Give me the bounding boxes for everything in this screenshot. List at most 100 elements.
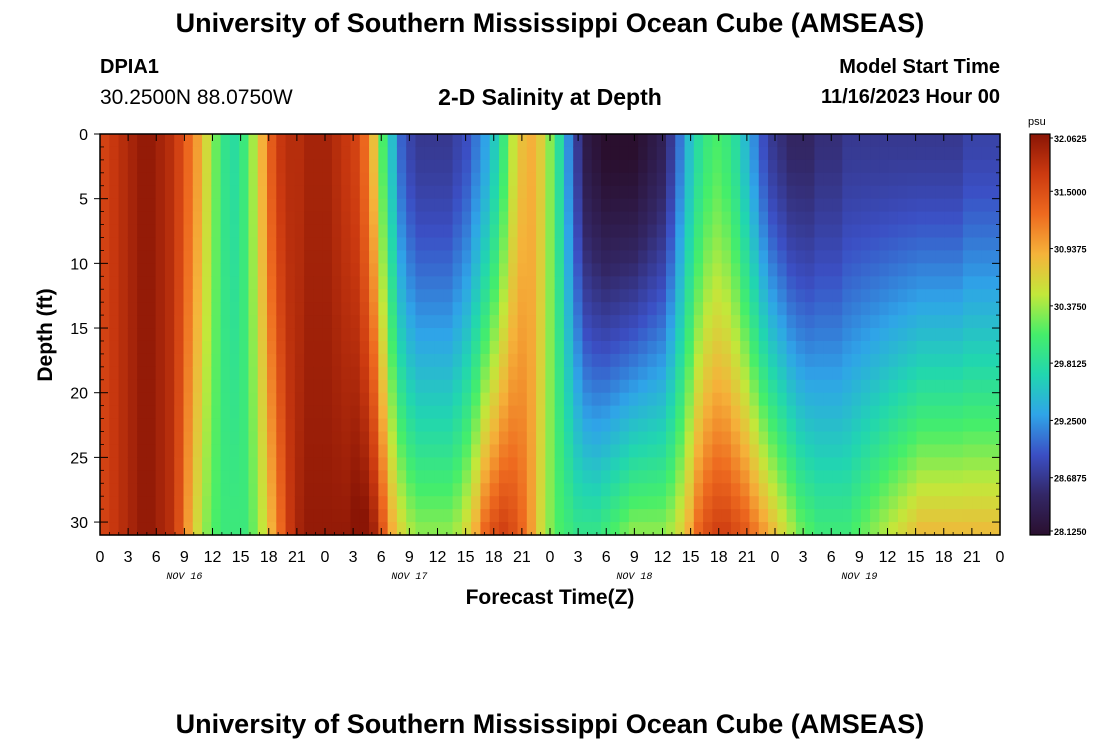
- heat-cell: [656, 328, 667, 342]
- heat-cell: [749, 470, 760, 484]
- heat-cell: [415, 405, 426, 420]
- heat-cell: [350, 444, 361, 458]
- heat-cell: [953, 340, 964, 355]
- heat-cell: [489, 444, 500, 458]
- heat-cell: [712, 146, 723, 161]
- heat-cell: [109, 328, 120, 342]
- heat-cell: [276, 289, 287, 303]
- heat-cell: [331, 315, 342, 329]
- heat-cell: [870, 134, 880, 148]
- heat-cell: [471, 146, 482, 161]
- heat-cell: [257, 263, 268, 277]
- heat-cell: [248, 379, 259, 394]
- heat-cell: [823, 483, 834, 497]
- heat-cell: [665, 263, 676, 277]
- heat-cell: [498, 496, 509, 510]
- heat-cell: [768, 302, 778, 316]
- heat-cell: [740, 522, 751, 536]
- heat-cell: [777, 392, 788, 407]
- heat-cell: [406, 172, 417, 187]
- heat-cell: [610, 418, 621, 433]
- heat-cell: [962, 405, 973, 420]
- heat-cell: [322, 418, 333, 433]
- heat-cell: [192, 224, 203, 239]
- heat-cell: [962, 315, 973, 329]
- heat-cell: [164, 328, 175, 342]
- heat-cell: [137, 146, 147, 161]
- heat-cell: [712, 315, 723, 329]
- heat-cell: [675, 224, 686, 239]
- heat-cell: [693, 224, 704, 239]
- heat-cell: [109, 250, 120, 264]
- heat-cell: [870, 405, 880, 420]
- heat-cell: [239, 405, 250, 420]
- heat-cell: [359, 405, 370, 420]
- heat-cell: [396, 457, 407, 471]
- heat-cell: [628, 457, 639, 471]
- heat-cell: [313, 392, 324, 407]
- heat-cell: [656, 237, 667, 252]
- heat-cell: [638, 496, 649, 510]
- heat-cell: [860, 366, 871, 381]
- heat-cell: [331, 522, 342, 536]
- heat-cell: [183, 405, 194, 420]
- heat-cell: [591, 211, 602, 226]
- heat-cell: [693, 379, 704, 394]
- heat-cell: [814, 522, 825, 536]
- heat-cell: [601, 431, 611, 446]
- heat-cell: [461, 405, 472, 420]
- heat-cell: [471, 315, 482, 329]
- heat-cell: [387, 496, 398, 510]
- heat-cell: [860, 509, 871, 523]
- heat-cell: [703, 353, 713, 368]
- heat-cell: [842, 366, 853, 381]
- y-tick-label: 5: [79, 192, 88, 209]
- heat-cell: [832, 146, 843, 161]
- heat-cell: [749, 353, 760, 368]
- heat-cell: [359, 379, 370, 394]
- heat-cell: [740, 276, 751, 290]
- heat-cell: [879, 353, 890, 368]
- heat-cell: [656, 250, 667, 264]
- heat-cell: [239, 185, 250, 200]
- heat-cell: [665, 198, 676, 213]
- heat-cell: [508, 418, 519, 433]
- heat-cell: [665, 224, 676, 239]
- heat-cell: [665, 172, 676, 187]
- heat-cell: [164, 276, 175, 290]
- heat-cell: [647, 315, 658, 329]
- heat-cell: [860, 211, 871, 226]
- heat-cell: [647, 263, 658, 277]
- heat-cell: [749, 483, 760, 497]
- heat-cell: [610, 431, 621, 446]
- heat-cell: [591, 444, 602, 458]
- heat-cell: [331, 146, 342, 161]
- heat-cell: [638, 315, 649, 329]
- heat-cell: [443, 224, 454, 239]
- x-tick-label: 9: [405, 549, 414, 566]
- heat-cell: [545, 146, 556, 161]
- heat-cell: [777, 340, 788, 355]
- heat-cell: [146, 263, 157, 277]
- heat-cell: [591, 224, 602, 239]
- heat-cell: [452, 134, 463, 148]
- heat-cell: [248, 237, 259, 252]
- heat-cell: [563, 172, 574, 187]
- heat-cell: [573, 237, 584, 252]
- heat-cell: [378, 185, 389, 200]
- heat-cell: [740, 405, 751, 420]
- heat-cell: [322, 379, 333, 394]
- heat-cell: [944, 366, 955, 381]
- heat-cell: [851, 172, 862, 187]
- heat-cell: [211, 496, 222, 510]
- heat-cell: [322, 496, 333, 510]
- heat-cell: [294, 444, 305, 458]
- heat-cell: [582, 146, 593, 161]
- heat-cell: [489, 289, 500, 303]
- heat-cell: [842, 134, 853, 148]
- heat-cell: [693, 276, 704, 290]
- heat-cell: [619, 172, 630, 187]
- heat-cell: [526, 379, 537, 394]
- heat-cell: [888, 185, 899, 200]
- heat-cell: [601, 405, 611, 420]
